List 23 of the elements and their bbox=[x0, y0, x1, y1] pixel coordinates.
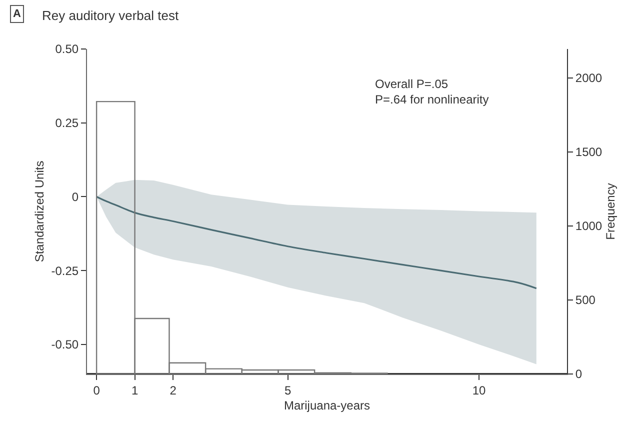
x-axis-title: Marijuana-years bbox=[284, 398, 370, 412]
x-tick-label: 0 bbox=[93, 383, 100, 398]
y2-tick-label: 500 bbox=[575, 293, 596, 308]
y2-tick-label: 1500 bbox=[575, 145, 602, 160]
line-series bbox=[96, 196, 538, 290]
x-tick-label: 1 bbox=[131, 383, 138, 398]
y2-axis-title: Frequency bbox=[603, 183, 618, 240]
y-tick-label: 0 bbox=[72, 190, 79, 204]
text: A bbox=[13, 8, 21, 20]
y-tick-label: 0.50 bbox=[55, 42, 79, 56]
annotation: Overall P=.05 bbox=[375, 77, 448, 91]
y2-tick-label: 1000 bbox=[575, 219, 602, 234]
y-tick-label: 0.25 bbox=[55, 116, 79, 130]
y2-tick-label: 2000 bbox=[575, 71, 602, 86]
chart-title: Rey auditory verbal test bbox=[42, 8, 179, 24]
annotation: P=.64 for nonlinearity bbox=[375, 92, 489, 107]
x-tick-label: 10 bbox=[472, 383, 486, 398]
y-tick-label: -0.25 bbox=[51, 264, 79, 278]
x-tick-label: 5 bbox=[284, 383, 292, 398]
y-tick-label: -0.50 bbox=[51, 338, 79, 352]
y-axis-title: Standardized Units bbox=[32, 160, 47, 262]
x-tick-label: 2 bbox=[170, 383, 177, 398]
y2-tick-label: 0 bbox=[575, 367, 582, 382]
